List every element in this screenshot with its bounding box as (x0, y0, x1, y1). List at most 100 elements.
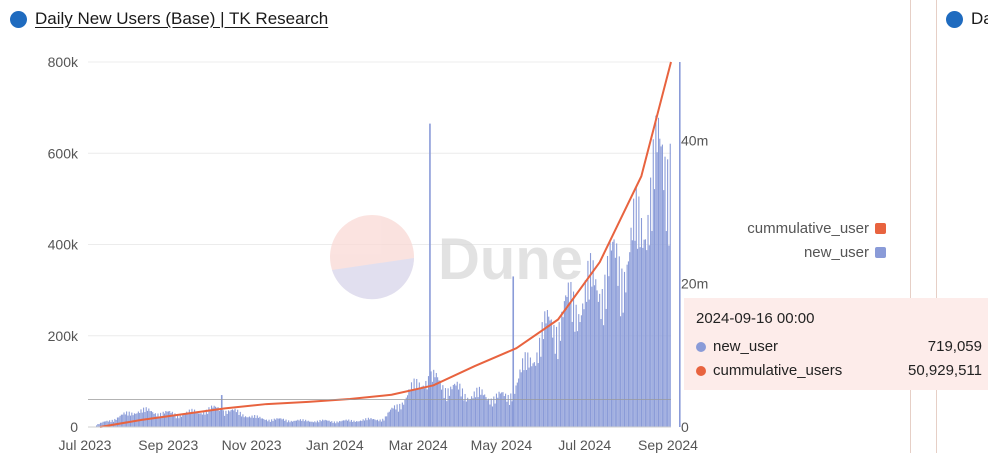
bar (494, 403, 496, 427)
bar (227, 410, 230, 427)
bar (98, 424, 100, 427)
bar (450, 386, 452, 427)
bar (203, 411, 205, 427)
bar (650, 177, 652, 427)
bar (589, 253, 592, 427)
bar (218, 410, 220, 427)
bar (418, 382, 420, 427)
bar (451, 389, 453, 427)
bar (255, 418, 257, 427)
bar (220, 395, 223, 427)
bar (442, 385, 444, 427)
bar (397, 411, 399, 427)
bar (316, 420, 318, 427)
bar (443, 397, 445, 427)
bar (145, 407, 147, 427)
bar (241, 416, 243, 427)
bar (380, 421, 382, 427)
bar (446, 401, 448, 427)
bar (101, 422, 103, 427)
bar (580, 315, 582, 427)
bar (532, 363, 534, 427)
bar (273, 418, 275, 427)
next-chart-title[interactable]: Da (971, 9, 988, 28)
bar (118, 417, 120, 427)
chart-title[interactable]: Daily New Users (Base) | TK Research (35, 9, 329, 28)
bar (289, 422, 291, 427)
bar (488, 398, 490, 427)
bar (536, 352, 538, 427)
cumulative-users-line (99, 61, 672, 428)
bar (529, 357, 531, 427)
bar (610, 250, 612, 427)
bar (320, 421, 322, 427)
bar (220, 408, 222, 427)
bar (489, 404, 491, 427)
bar (310, 421, 312, 427)
bar (293, 420, 295, 427)
bar (374, 419, 376, 427)
bar (663, 190, 665, 427)
bar (407, 395, 409, 427)
bar (314, 421, 316, 427)
bar (182, 414, 184, 427)
bar (644, 239, 646, 427)
bar (640, 218, 643, 427)
bar (634, 240, 636, 427)
tooltip-value: 50,929,511 (908, 362, 982, 379)
bar (648, 245, 650, 427)
bar (625, 292, 627, 427)
chart-header: Daily New Users (Base) | TK Research (10, 9, 328, 29)
bar (114, 418, 116, 427)
bar (586, 301, 588, 427)
bar (434, 377, 436, 427)
bar (651, 231, 653, 427)
bar (642, 247, 644, 427)
query-icon (10, 10, 27, 28)
panel-divider (910, 0, 911, 453)
bar (425, 380, 427, 427)
hover-tooltip: 2024-09-16 00:00 new_user 719,059 cummul… (684, 298, 988, 390)
bar (124, 414, 126, 427)
bar (655, 115, 657, 427)
bar (258, 417, 260, 427)
bar (597, 301, 599, 427)
bar (229, 411, 231, 427)
bar (595, 279, 597, 427)
bar (335, 423, 337, 427)
legend-item-new-user[interactable]: new_user (747, 240, 886, 264)
bar (646, 250, 648, 427)
bar (378, 421, 380, 427)
bar (623, 271, 626, 427)
bar (180, 416, 183, 427)
bar (630, 227, 632, 427)
bar (375, 420, 377, 427)
bar (297, 419, 299, 427)
bar (163, 413, 166, 427)
bar (456, 381, 458, 427)
bar (465, 401, 467, 427)
bar (97, 424, 99, 427)
bar (303, 421, 305, 427)
bar (533, 362, 535, 427)
bar (467, 397, 469, 427)
bar (463, 400, 465, 427)
bar (295, 420, 298, 427)
bar (664, 156, 666, 428)
bar (197, 413, 200, 427)
bar (485, 397, 487, 427)
bar (234, 408, 236, 427)
bar (256, 415, 258, 427)
bar (106, 420, 108, 427)
legend-item-cumulative[interactable]: cummulative_user (747, 216, 886, 240)
bar (140, 409, 142, 427)
x-tick-label: Sep 2023 (138, 437, 198, 453)
bar (498, 391, 500, 427)
bar (566, 296, 568, 427)
bar (545, 323, 547, 427)
bar (447, 388, 449, 427)
bar (528, 367, 530, 427)
bar (395, 409, 397, 427)
bar (622, 312, 624, 427)
